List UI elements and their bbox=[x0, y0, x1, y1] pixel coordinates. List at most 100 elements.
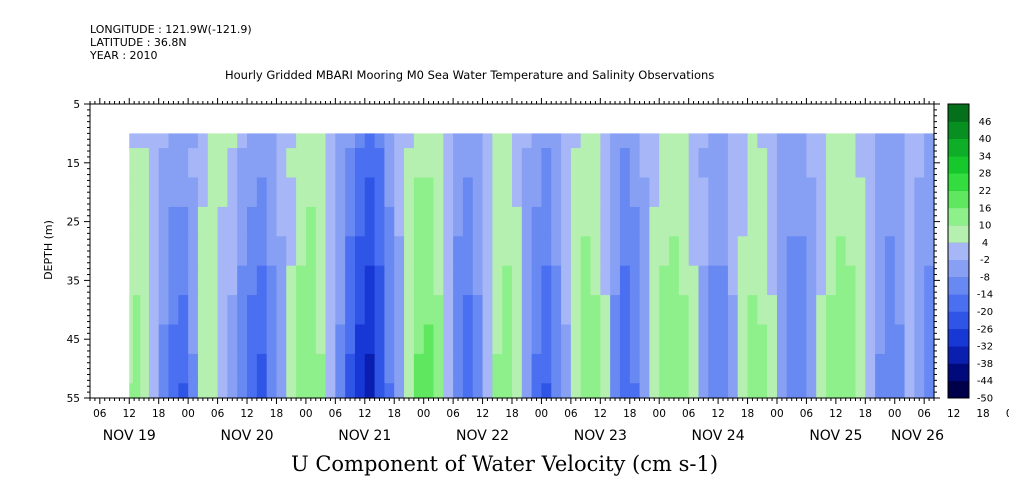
heatmap-cell bbox=[502, 206, 513, 237]
heatmap-cell bbox=[384, 353, 395, 384]
heatmap-cell bbox=[708, 324, 719, 355]
heatmap-cell bbox=[247, 177, 258, 208]
heatmap-cell bbox=[875, 324, 886, 355]
x-day-label: NOV 22 bbox=[456, 428, 509, 444]
heatmap-cell bbox=[816, 133, 827, 149]
heatmap-cell bbox=[600, 177, 611, 208]
heatmap-cell bbox=[423, 295, 435, 326]
heatmap-cell bbox=[462, 148, 474, 179]
heatmap-cell bbox=[158, 265, 170, 296]
heatmap-cell bbox=[767, 324, 778, 355]
heatmap-cell bbox=[335, 206, 346, 237]
heatmap-cell bbox=[835, 353, 847, 384]
heatmap-cell bbox=[904, 353, 915, 384]
heatmap-cell bbox=[413, 353, 425, 384]
heatmap-cell bbox=[776, 133, 788, 149]
colorbar-label: 46 bbox=[979, 117, 992, 128]
heatmap-cell bbox=[148, 236, 160, 267]
heatmap-cell bbox=[855, 353, 866, 384]
heatmap-cell bbox=[207, 353, 219, 384]
heatmap-cell bbox=[158, 206, 170, 237]
heatmap-cell bbox=[286, 265, 297, 296]
colorbar-swatch bbox=[948, 207, 969, 226]
heatmap-cell bbox=[580, 265, 592, 296]
heatmap-cell bbox=[482, 383, 493, 399]
heatmap-cell bbox=[502, 295, 513, 326]
heatmap-cell bbox=[806, 236, 817, 267]
x-hour-tick-label: 06 bbox=[917, 408, 931, 420]
latitude-label: LATITUDE : 36.8N bbox=[90, 36, 187, 49]
heatmap-cell bbox=[678, 148, 690, 179]
x-hour-tick-label: 18 bbox=[270, 408, 283, 420]
heatmap-cell bbox=[345, 177, 356, 208]
heatmap-cell bbox=[590, 133, 601, 149]
heatmap-cell bbox=[816, 206, 827, 237]
heatmap-cell bbox=[296, 148, 307, 179]
heatmap-cell bbox=[374, 133, 386, 149]
heatmap-cell bbox=[394, 383, 405, 399]
heatmap-cell bbox=[590, 295, 601, 326]
heatmap-cell bbox=[443, 353, 454, 384]
heatmap-cell bbox=[826, 324, 837, 355]
heatmap-cell bbox=[237, 295, 248, 326]
heatmap-cell bbox=[678, 324, 690, 355]
heatmap-cell bbox=[580, 148, 592, 179]
heatmap-cell bbox=[551, 265, 562, 296]
colorbar-swatch bbox=[948, 328, 969, 347]
velocity-heatmap bbox=[129, 133, 935, 399]
heatmap-cell bbox=[492, 383, 503, 399]
heatmap-cell bbox=[924, 265, 935, 296]
heatmap-cell bbox=[875, 265, 886, 296]
heatmap-cell bbox=[551, 383, 562, 399]
heatmap-cell bbox=[217, 177, 228, 208]
heatmap-cell bbox=[610, 236, 621, 267]
heatmap-cell bbox=[423, 383, 435, 399]
heatmap-cell bbox=[894, 295, 906, 326]
heatmap-cell bbox=[531, 324, 543, 355]
heatmap-cell bbox=[570, 265, 582, 296]
heatmap-cell bbox=[796, 324, 808, 355]
heatmap-cell bbox=[296, 295, 307, 326]
heatmap-cell bbox=[354, 148, 366, 179]
heatmap-cell bbox=[561, 295, 572, 326]
heatmap-cell bbox=[413, 265, 425, 296]
heatmap-cell bbox=[698, 324, 709, 355]
heatmap-cell bbox=[590, 236, 601, 267]
heatmap-cell bbox=[580, 353, 592, 384]
heatmap-cell bbox=[924, 295, 935, 326]
heatmap-cell bbox=[767, 148, 778, 179]
colorbar-label: -38 bbox=[977, 359, 993, 370]
heatmap-cell bbox=[796, 353, 808, 384]
heatmap-cell bbox=[345, 148, 356, 179]
heatmap-cell bbox=[767, 177, 778, 208]
heatmap-cell bbox=[188, 324, 199, 355]
heatmap-cell bbox=[325, 148, 336, 179]
heatmap-cell bbox=[462, 383, 474, 399]
heatmap-cell bbox=[374, 383, 386, 399]
heatmap-cell bbox=[158, 148, 170, 179]
heatmap-cell bbox=[786, 295, 798, 326]
colorbar-label: -50 bbox=[977, 394, 993, 405]
heatmap-cell bbox=[590, 353, 601, 384]
heatmap-cell bbox=[197, 383, 209, 399]
heatmap-cell bbox=[237, 236, 248, 267]
heatmap-cell bbox=[472, 148, 484, 179]
heatmap-cell bbox=[619, 383, 631, 399]
heatmap-cell bbox=[345, 353, 356, 384]
colorbar-label: -26 bbox=[977, 324, 993, 335]
heatmap-cell bbox=[855, 236, 866, 267]
heatmap-cell bbox=[708, 383, 719, 399]
heatmap-cell bbox=[639, 236, 650, 267]
heatmap-cell bbox=[129, 295, 134, 326]
x-hour-tick-label: 06 bbox=[93, 408, 107, 420]
heatmap-cell bbox=[826, 353, 837, 384]
heatmap-cell bbox=[718, 324, 729, 355]
heatmap-cell bbox=[776, 353, 788, 384]
heatmap-cell bbox=[305, 236, 317, 267]
heatmap-cell bbox=[914, 383, 925, 399]
heatmap-cell bbox=[737, 206, 749, 237]
heatmap-cell bbox=[217, 295, 228, 326]
heatmap-cell bbox=[600, 148, 611, 179]
heatmap-cell bbox=[570, 133, 582, 149]
heatmap-cell bbox=[767, 353, 778, 384]
